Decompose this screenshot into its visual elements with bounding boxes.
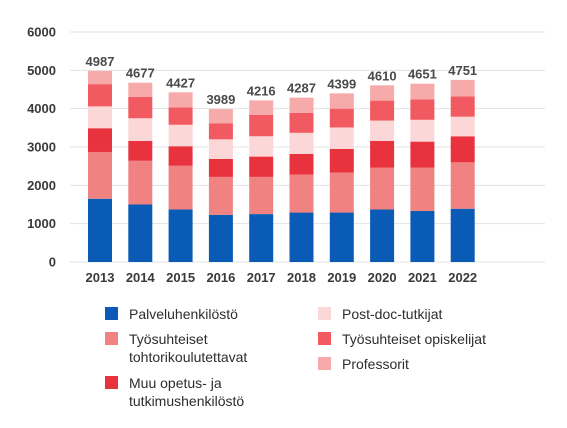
bar-segment bbox=[410, 119, 435, 142]
bar-segment bbox=[370, 140, 395, 168]
x-tick-label: 2021 bbox=[408, 270, 437, 285]
bar-segment bbox=[370, 120, 395, 141]
bar-segment bbox=[88, 84, 112, 107]
bar-segment bbox=[128, 140, 153, 161]
bar-segment bbox=[410, 83, 435, 100]
bar-segment bbox=[410, 211, 435, 262]
bar-segment bbox=[450, 116, 475, 137]
bar-segment bbox=[249, 156, 274, 177]
bar-segment bbox=[249, 176, 274, 215]
bar-segment bbox=[128, 82, 153, 97]
bar-segment bbox=[450, 96, 475, 117]
bar-segment bbox=[88, 198, 112, 262]
bar-segment bbox=[168, 146, 193, 166]
bar-segment bbox=[329, 148, 354, 173]
y-tick-label: 1000 bbox=[27, 216, 56, 231]
bar-segment bbox=[329, 93, 354, 109]
y-tick-label: 3000 bbox=[27, 140, 56, 155]
bar-segment bbox=[208, 158, 233, 177]
bar-segment bbox=[128, 118, 153, 141]
y-tick-label: 4000 bbox=[27, 101, 56, 116]
bar-segment bbox=[168, 209, 193, 262]
bar-segment bbox=[208, 109, 233, 124]
bar-segment bbox=[128, 204, 153, 262]
total-labels: 4987 4677 4427 3989 4216 4287 4399 4610 4651 4751 bbox=[86, 54, 478, 107]
bar-segment bbox=[128, 96, 153, 119]
bar-segment bbox=[450, 136, 475, 163]
bar-segment bbox=[450, 208, 475, 262]
bar-segment bbox=[329, 212, 354, 262]
bar-segment bbox=[410, 167, 435, 212]
y-tick-label: 5000 bbox=[27, 63, 56, 78]
bar-segment bbox=[289, 97, 314, 113]
bar-segment bbox=[168, 107, 193, 125]
bar-segment bbox=[450, 162, 475, 209]
x-tick-label: 2013 bbox=[86, 270, 115, 285]
bar-segment bbox=[88, 151, 112, 199]
bar-segment bbox=[208, 214, 233, 262]
bar-segment bbox=[410, 141, 435, 168]
bar-segment bbox=[128, 160, 153, 205]
x-tick-label: 2019 bbox=[327, 270, 356, 285]
bar-segment bbox=[370, 167, 395, 210]
bar-segment bbox=[289, 212, 314, 262]
bar-segment bbox=[289, 153, 314, 175]
y-tick-label: 6000 bbox=[27, 25, 56, 40]
bar-segment bbox=[410, 99, 435, 120]
bar-segment bbox=[208, 139, 233, 159]
bar-segment bbox=[370, 85, 395, 101]
y-axis-ticks: 0 1000 2000 3000 4000 5000 6000 bbox=[27, 25, 56, 270]
x-tick-label: 2017 bbox=[247, 270, 276, 285]
x-tick-label: 2020 bbox=[368, 270, 397, 285]
bar-segment bbox=[249, 100, 274, 115]
y-tick-label: 0 bbox=[49, 255, 56, 270]
total-label: 4427 bbox=[166, 75, 195, 90]
bar-segment bbox=[168, 92, 193, 108]
bar-segment bbox=[249, 214, 274, 262]
bar-segment bbox=[249, 114, 274, 137]
x-tick-label: 2015 bbox=[166, 270, 195, 285]
bar-segment bbox=[289, 112, 314, 133]
bar-segment bbox=[208, 123, 233, 140]
total-label: 3989 bbox=[206, 92, 235, 107]
bar-segment bbox=[168, 124, 193, 147]
bars bbox=[88, 70, 475, 262]
x-axis-ticks: 2013 2014 2015 2016 2017 2018 2019 2020 2021 2022 bbox=[86, 270, 478, 285]
bar-segment bbox=[168, 165, 193, 210]
bar-segment bbox=[289, 174, 314, 213]
total-label: 4216 bbox=[247, 83, 276, 98]
x-tick-label: 2014 bbox=[126, 270, 156, 285]
x-tick-label: 2018 bbox=[287, 270, 316, 285]
bar-segment bbox=[370, 100, 395, 121]
bar-segment bbox=[249, 136, 274, 157]
bar-segment bbox=[370, 209, 395, 262]
total-label: 4751 bbox=[448, 63, 477, 78]
x-tick-label: 2016 bbox=[206, 270, 235, 285]
bar-segment bbox=[329, 172, 354, 213]
total-label: 4610 bbox=[368, 68, 397, 83]
y-tick-label: 2000 bbox=[27, 178, 56, 193]
bar-segment bbox=[329, 108, 354, 128]
x-tick-label: 2022 bbox=[448, 270, 477, 285]
total-label: 4287 bbox=[287, 81, 316, 96]
bar-segment bbox=[88, 128, 112, 152]
bar-segment bbox=[289, 132, 314, 154]
total-label: 4677 bbox=[126, 66, 155, 81]
bar-segment bbox=[88, 70, 112, 85]
bar-segment bbox=[208, 176, 233, 215]
bar-segment bbox=[88, 106, 112, 129]
total-label: 4399 bbox=[327, 76, 356, 91]
total-label: 4987 bbox=[86, 54, 115, 69]
total-label: 4651 bbox=[408, 67, 437, 82]
bar-segment bbox=[450, 79, 475, 97]
bar-segment bbox=[329, 127, 354, 149]
